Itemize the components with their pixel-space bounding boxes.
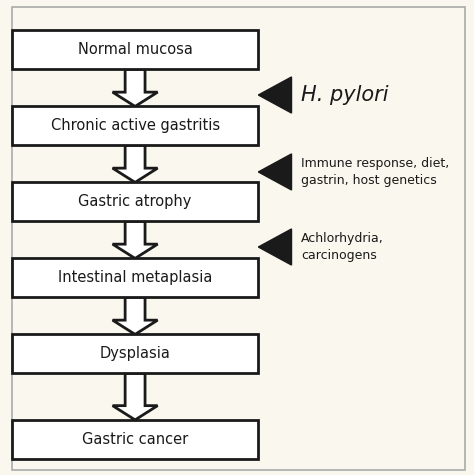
Text: Gastric atrophy: Gastric atrophy — [78, 194, 192, 209]
Polygon shape — [258, 229, 292, 265]
FancyBboxPatch shape — [12, 7, 465, 470]
Bar — [12, 334, 258, 373]
Text: Gastric cancer: Gastric cancer — [82, 432, 188, 447]
Bar — [12, 258, 258, 297]
Text: Immune response, diet,
gastrin, host genetics: Immune response, diet, gastrin, host gen… — [301, 157, 449, 187]
Polygon shape — [112, 69, 157, 106]
Bar — [12, 182, 258, 221]
Bar — [12, 30, 258, 69]
Text: Intestinal metaplasia: Intestinal metaplasia — [58, 270, 212, 285]
Text: Dysplasia: Dysplasia — [100, 346, 171, 361]
Text: Chronic active gastritis: Chronic active gastritis — [51, 118, 219, 133]
Text: Achlorhydria,
carcinogens: Achlorhydria, carcinogens — [301, 232, 384, 262]
Polygon shape — [112, 373, 157, 420]
Bar — [12, 106, 258, 145]
Polygon shape — [112, 145, 157, 182]
Polygon shape — [258, 77, 292, 113]
Bar — [12, 420, 258, 459]
Polygon shape — [112, 221, 157, 258]
Polygon shape — [112, 297, 157, 334]
Text: Normal mucosa: Normal mucosa — [78, 42, 192, 57]
Text: H. pylori: H. pylori — [301, 85, 389, 105]
Polygon shape — [258, 154, 292, 190]
